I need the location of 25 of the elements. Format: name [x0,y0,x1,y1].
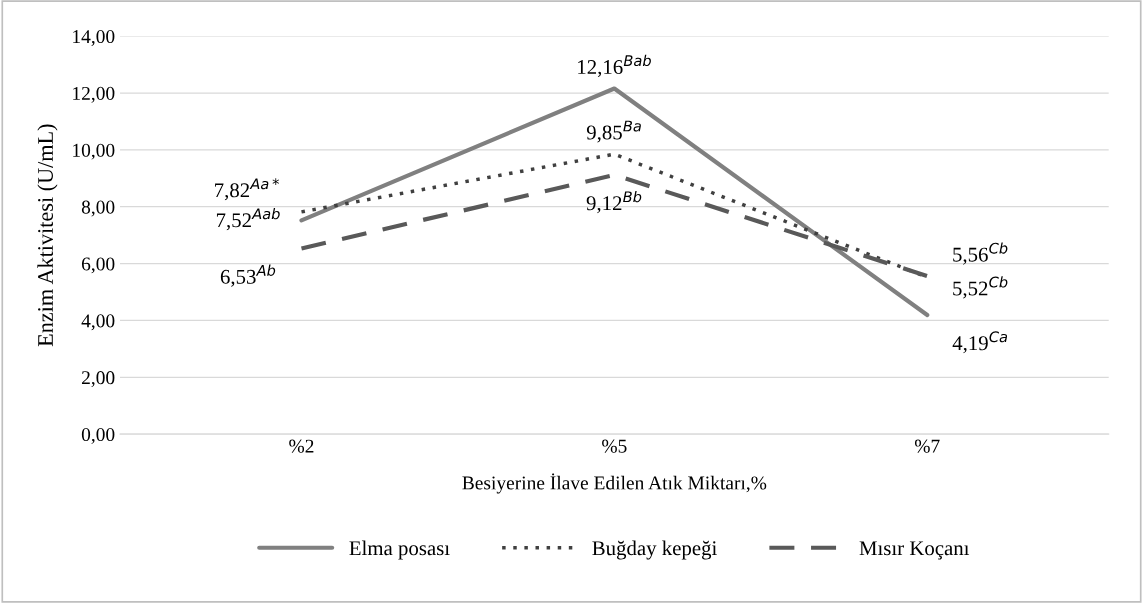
x-tick-label: %2 [289,439,314,453]
data-label: 9,12$^{Bb}$ [586,190,642,214]
data-label: 5,56$^{Cb}$ [953,242,1008,265]
y-tick-label: 8,00 [81,200,115,217]
x-axis-title: Besiyerine İlave Edilen Atık Miktarı,% [462,473,767,494]
y-tick-label: 4,00 [81,314,115,331]
data-label: 7,82$^{Aa*}$ [215,178,279,201]
legend-label: Mısır Koçanı [859,541,970,560]
y-tick-label: 6,00 [81,257,115,274]
y-tick-label: 10,00 [73,143,115,160]
y-tick-label: 2,00 [81,371,115,388]
data-label: 12,16$^{Bab}$ [578,54,651,78]
y-axis-title: Enzim Aktivitesi (U/mL) [37,124,58,347]
data-label: 9,85$^{Ba}$ [586,120,641,143]
legend-label: Buğday kepeği [592,540,717,560]
y-tick-label: 14,00 [73,30,115,46]
data-label: 6,53$^{Ab}$ [220,264,276,287]
data-label: 7,52$^{Aab}$ [216,208,280,231]
y-tick-label: 12,00 [73,86,115,103]
data-label: 5,52$^{Cb}$ [953,276,1008,299]
x-tick-label: %5 [602,439,627,453]
y-tick-label: 0,00 [81,427,115,444]
x-tick-label: %7 [914,439,940,453]
data-label: 4,19$^{Ca}$ [952,331,1008,354]
legend-label: Elma posası [349,540,450,560]
